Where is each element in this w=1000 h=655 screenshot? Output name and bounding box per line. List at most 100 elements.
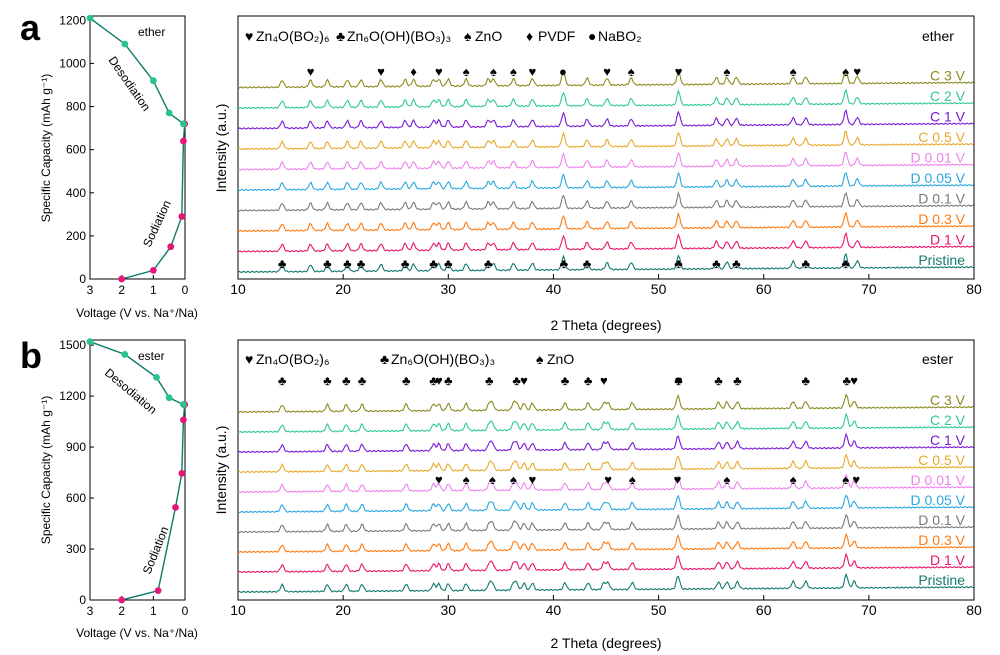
panel-b-xrd-xtick-label: 20 (335, 602, 351, 618)
panel-b-vcurve-sodiation-point (178, 469, 186, 477)
panel-a-xrd-peak-marker: ♠ (723, 64, 730, 79)
panel-a-xrd-xtick-label: 10 (230, 281, 246, 297)
panel-a-xrd-pattern (237, 191, 974, 212)
panel-b-xrd-series-label: D 0.05 V (911, 492, 966, 508)
panel-a-xrd-pattern (237, 151, 974, 171)
panel-a-vcurve-desodiation-point (121, 40, 129, 48)
panel-a-xrd-pattern (237, 231, 974, 253)
panel-a-xrd-series-label: D 1 V (930, 232, 966, 248)
panel-a-vcurve-desodiation-point (149, 77, 157, 85)
panel-a-xrd-peak-marker: ♣ (401, 256, 410, 271)
panel-a-xrd-peak-marker: ♥ (603, 64, 611, 79)
panel-a-xrd-xtick-label: 80 (966, 281, 982, 297)
panel-a-vcurve-xtick-label: 3 (87, 283, 94, 297)
panel-a-xrd-pattern (237, 253, 974, 274)
panel-a-xrd-series-label: Pristine (918, 252, 965, 268)
panel-a-xrd-peak-marker: ● (559, 64, 567, 79)
panel-b-xrd-peak-marker: ♥ (600, 373, 608, 388)
panel-b-xrd-pattern (237, 572, 974, 594)
panel-a-xrd-peak-marker: ♣ (323, 256, 332, 271)
panel-b-xrd-series-labels: Pristine D 1 V D 0.3 V D 0.1 V D 0.05 V D 0.0… (911, 392, 966, 588)
panel-a-xrd-series-label: D 0.01 V (911, 150, 966, 166)
panel-b-xrd-peak-marker: ♣ (512, 373, 521, 388)
panel-b-xrd-peak-marker: ♣ (802, 373, 811, 388)
panel-b-vcurve-ytick-label: 1200 (59, 389, 86, 403)
panel-a-xrd-peak-marker: ♣ (357, 256, 366, 271)
panel-b-vcurve-sodiation-point (172, 503, 179, 511)
panel-a-xrd-series-label: C 1 V (930, 109, 966, 125)
panel-b-xrd-series-label: D 0.3 V (918, 532, 965, 548)
panel-a-xrd-peak-marker: ♥ (853, 64, 861, 79)
panel-a-vcurve-electrolyte: ether (138, 25, 165, 39)
panel-a-xrd-peak-markers: ♥ ♥ ♦ ♥ ♠ ♠ ♠ ♥ ● ♥ ♠ ♥ ♠ ♠ ♠ ♥ ♣ ♣ ♣ ♣ ♣ ♣ ♣ ♣ ♣ ♣ ♣ ♣ ♣ ♣ ♣ (278, 64, 862, 271)
club-icon: ♣ (336, 28, 345, 44)
panel-a-xrd-ylabel: Intensity (a.u.) (213, 104, 229, 193)
panel-b-vcurve-ticks: 3 2 1 0 0 300 600 900 1200 1500 (59, 338, 188, 618)
panel-b-vcurve-desodiation-point (165, 394, 173, 402)
panel-b-xrd-xlabel: 2 Theta (degrees) (550, 635, 661, 651)
dot-icon: ● (588, 28, 596, 44)
panel-a-xrd-peak-marker: ♠ (463, 64, 470, 79)
panel-b-legend-zn4: Zn₄O(BO₂)₆ (256, 351, 330, 367)
panel-b-xrd-peak-marker: ♠ (790, 472, 797, 487)
panel-a-legend-pvdf: PVDF (538, 28, 575, 44)
panel-b-xrd-xtick-label: 40 (546, 602, 562, 618)
panel-a-xrd-peak-marker: ♣ (444, 256, 453, 271)
panel-b-xrd-pattern (237, 473, 974, 494)
panel-b-xrd-series-label: D 0.1 V (918, 512, 965, 528)
panel-a-vcurve-desodiation-point (180, 120, 187, 128)
panel-a-xrd-peak-marker: ♣ (802, 256, 811, 271)
panel-b-xrd-electrolyte: ester (922, 351, 953, 367)
panel-b-xrd-xtick-label: 10 (230, 602, 246, 618)
heart-icon: ♥ (245, 28, 253, 44)
panel-a-xrd-peak-marker: ♠ (490, 64, 497, 79)
panel-a-desodiation-label: Desodiation (106, 54, 154, 114)
panel-a-vcurve-line (89, 17, 186, 280)
panel-b-xrd-ylabel: Intensity (a.u.) (213, 426, 229, 515)
panel-b-xrd-xtick-label: 50 (651, 602, 667, 618)
panel-b-legend-zno: ZnO (547, 351, 574, 367)
panel-a-xrd-series-label: C 3 V (930, 68, 966, 84)
panel-b-vcurve-desodiation-point (121, 351, 129, 358)
panel-b-xrd-series-label: C 1 V (930, 432, 966, 448)
panel-b-vcurve-ylabel: Specific Capacity (mAh g⁻¹) (39, 396, 53, 544)
panel-b-vcurve-xtick-label: 3 (87, 604, 94, 618)
panel-a-xrd-peak-marker: ♥ (377, 64, 385, 79)
panel-b-xrd-legend: ♥ Zn₄O(BO₂)₆ ♣ Zn₆O(OH)(BO₃)₃ ♠ ZnO (245, 351, 574, 367)
panel-a-xrd-ticks: 10 20 30 40 50 60 70 80 (230, 274, 982, 297)
panel-a-xrd-pattern (237, 109, 974, 130)
panel-a-xrd-peak-marker: ♣ (841, 256, 850, 271)
panel-a-vcurve-points (86, 14, 189, 283)
panel-a-xrd-xtick-label: 70 (861, 281, 877, 297)
panel-a-vcurve-ytick-label: 0 (79, 272, 86, 286)
panel-b-legend-zn6: Zn₆O(OH)(BO₃)₃ (391, 351, 495, 367)
panel-b-vcurve-xlabel: Voltage (V vs. Na⁺/Na) (76, 626, 198, 640)
panel-a-vcurve-desodiation-point (86, 14, 94, 22)
panel-b-vcurve-frame (89, 339, 186, 601)
panel-b-xrd-pattern (237, 453, 974, 474)
panel-a-xrd-peak-marker: ♣ (732, 256, 741, 271)
panel-b-vcurve-desodiation-point (180, 401, 187, 408)
panel-a-vcurve-xlabel: Voltage (V vs. Na⁺/Na) (76, 306, 198, 320)
panel-b-xrd-peak-marker: ♣ (561, 373, 570, 388)
panel-b-xrd-frame (237, 339, 975, 601)
panel-a-vcurve-ylabel: Specific Capacity (mAh g⁻¹) (39, 74, 53, 222)
panel-a-vcurve-sodiation-point (118, 275, 126, 283)
panel-a-vcurve: a ether 3 2 1 0 0 200 400 600 800 1000 1200 Desodi… (20, 7, 198, 320)
panel-a-xrd-peak-marker: ♥ (307, 64, 315, 79)
panel-b-xrd-peak-marker: ♣ (358, 373, 367, 388)
panel-b-xrd-peak-marker: ♥ (604, 472, 612, 487)
panel-b-xrd-peak-marker: ♣ (342, 373, 351, 388)
panel-b-xrd-peak-marker: ♥ (675, 373, 683, 388)
panel-a-xrd-peak-marker: ♠ (842, 64, 849, 79)
panel-b-xrd: ♥ Zn₄O(BO₂)₆ ♣ Zn₆O(OH)(BO₃)₃ ♠ ZnO este… (213, 339, 982, 651)
panel-a-xrd-series-label: C 0.5 V (918, 129, 965, 145)
panel-b-xrd-peak-marker: ♣ (429, 373, 438, 388)
panel-a-legend-zno: ZnO (475, 28, 502, 44)
panel-b-vcurve-xtick-label: 0 (182, 604, 189, 618)
panel-a-legend-zn4: Zn₄O(BO₂)₆ (256, 28, 330, 44)
panel-a-xrd-peak-marker: ♣ (278, 256, 287, 271)
panel-b-xrd-peak-marker: ♣ (323, 373, 332, 388)
